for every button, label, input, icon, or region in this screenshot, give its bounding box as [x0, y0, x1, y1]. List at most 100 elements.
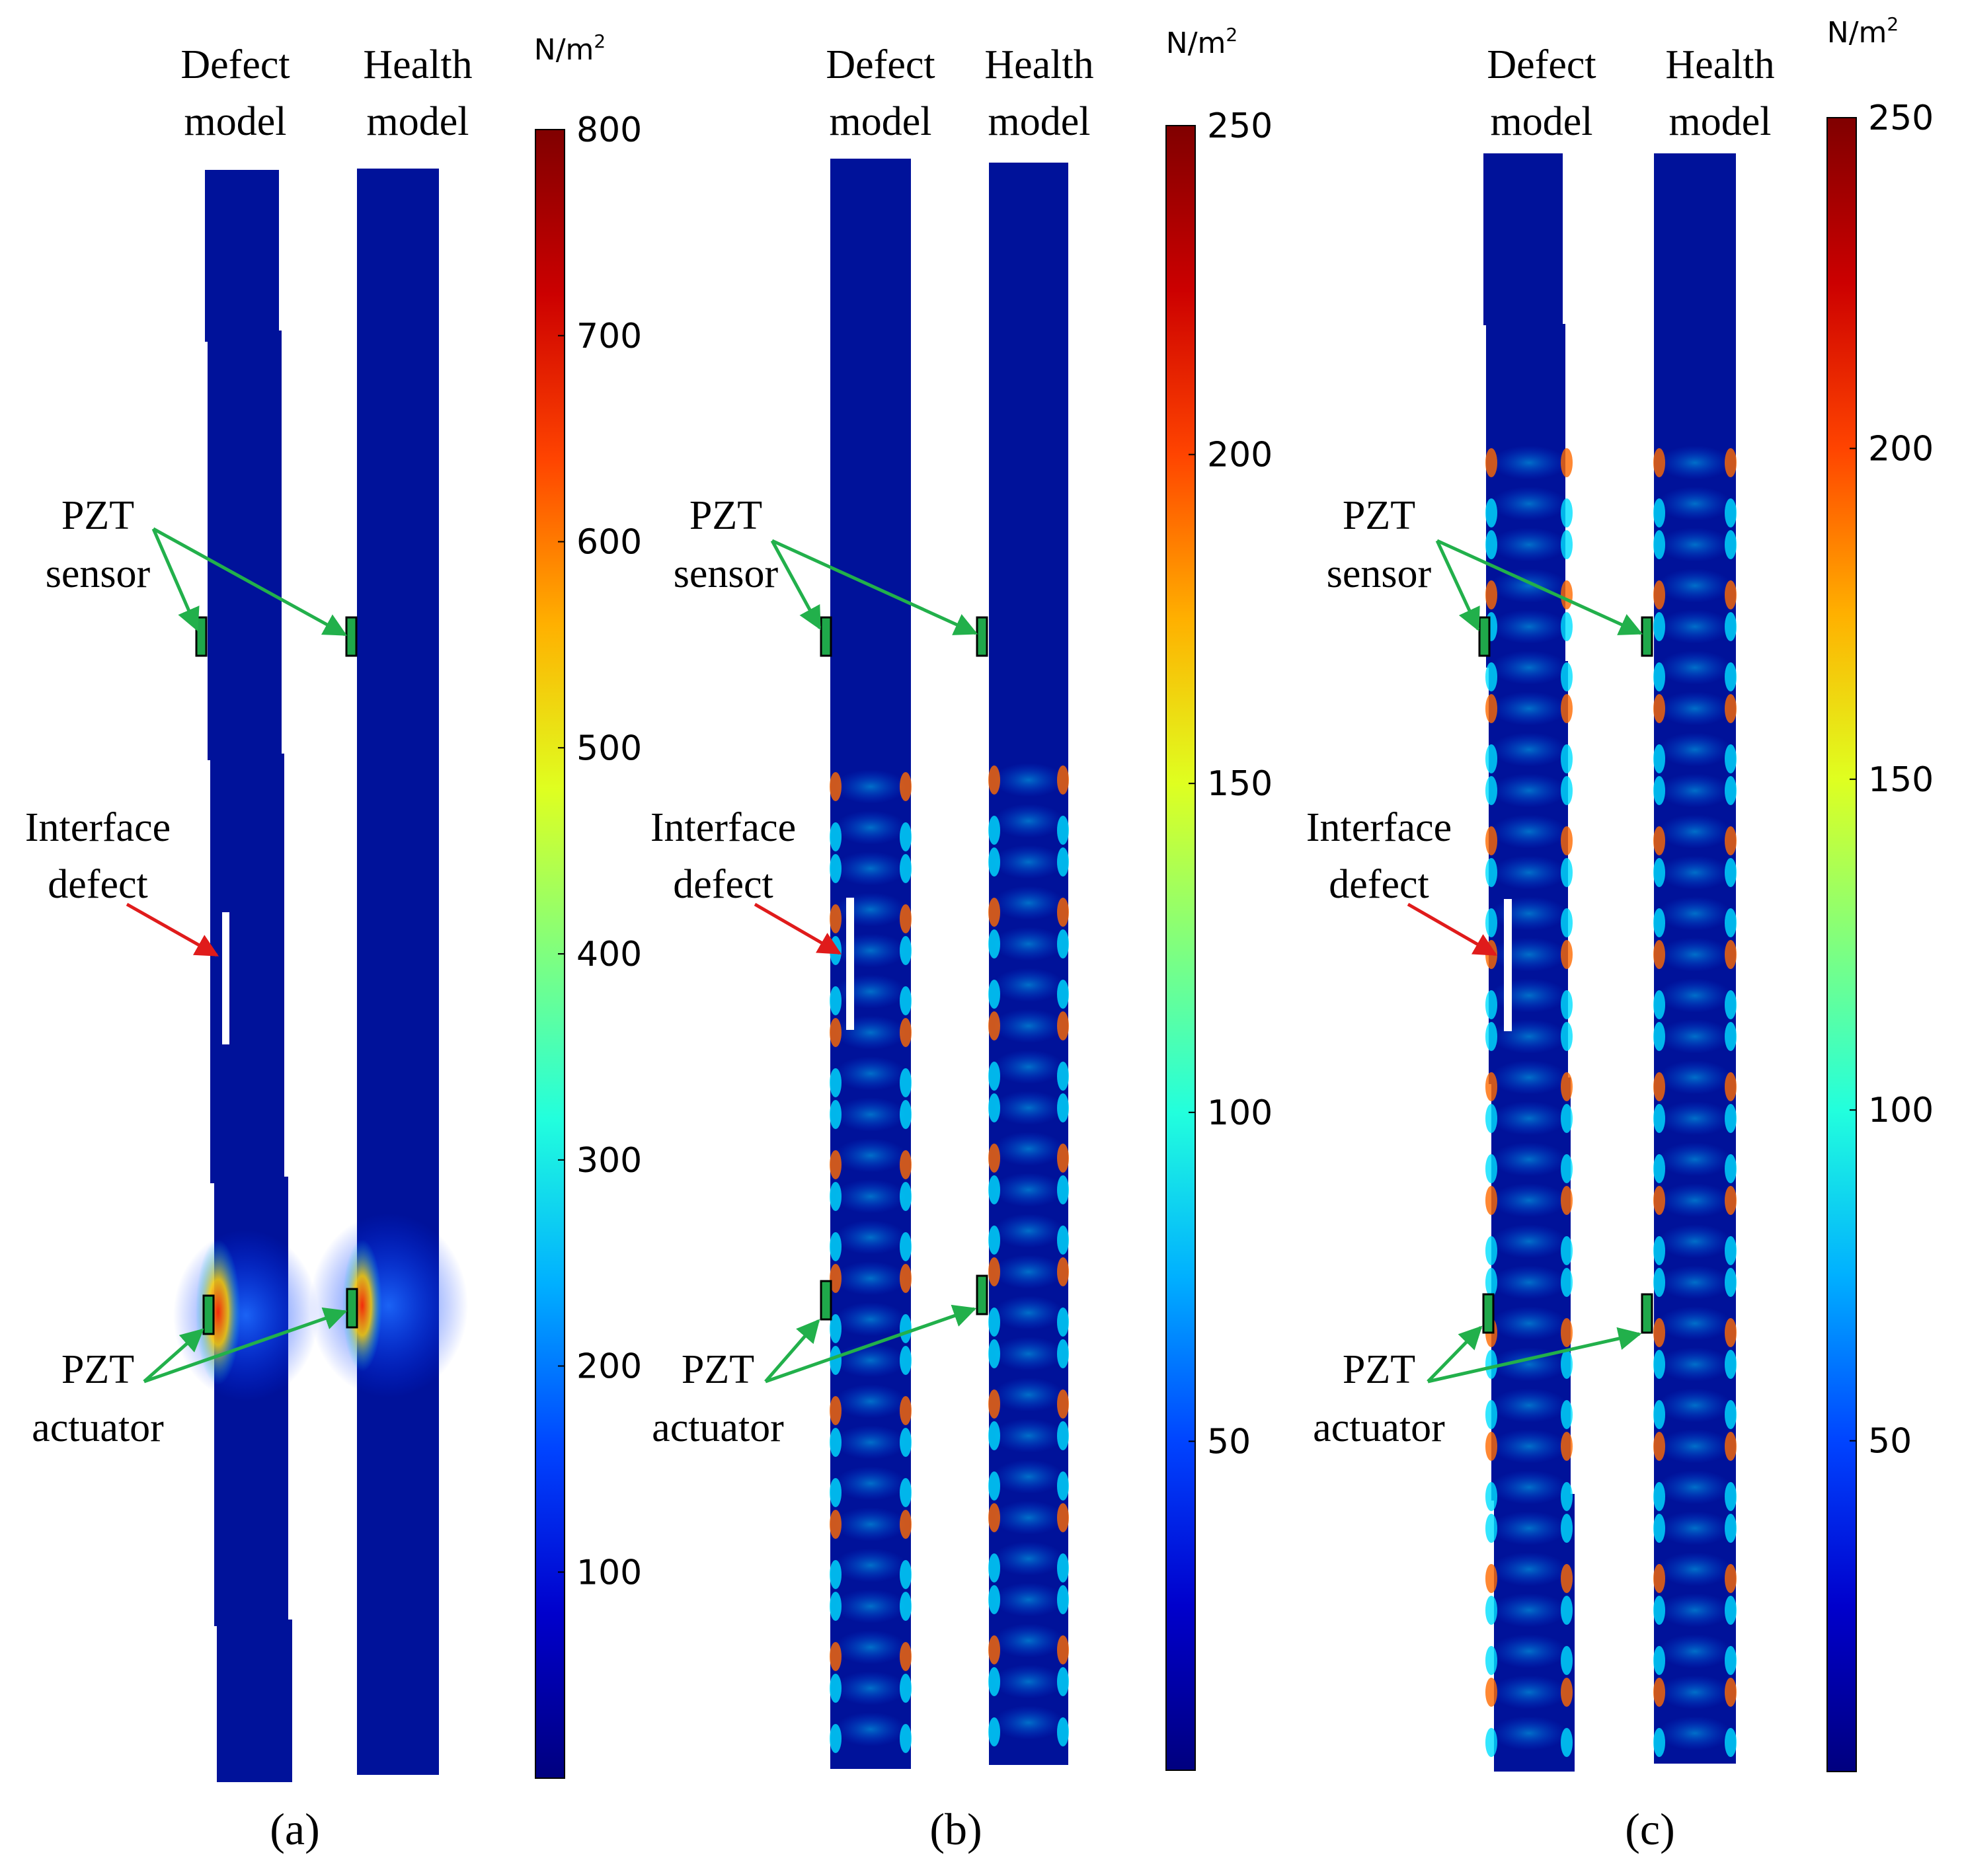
stress-glow: [173, 1230, 319, 1401]
edge-stress-spot: [1725, 1678, 1737, 1707]
stress-band: [1491, 855, 1567, 890]
edge-stress-spot: [1057, 1389, 1069, 1419]
pzt-sensor-defect: [820, 616, 832, 657]
stress-band: [1658, 896, 1732, 931]
edge-stress-spot: [1653, 580, 1665, 609]
stress-band: [993, 1173, 1064, 1207]
pzt-actuator-health: [1641, 1293, 1653, 1334]
stress-band: [1491, 487, 1567, 521]
edge-stress-spot: [988, 1175, 1000, 1204]
edge-stress-spot: [1653, 448, 1665, 477]
edge-stress-spot: [1653, 1400, 1665, 1429]
edge-stress-spot: [1561, 1596, 1573, 1625]
edge-stress-spot: [830, 1724, 842, 1753]
edge-stress-spot: [1485, 1728, 1497, 1757]
stress-band: [834, 1466, 907, 1501]
stress-band: [1491, 732, 1567, 767]
stress-band: [993, 1623, 1064, 1658]
edge-stress-spot: [1653, 990, 1665, 1019]
edge-stress-spot: [900, 1264, 912, 1293]
stress-band: [993, 1009, 1064, 1043]
panel-caption: (b): [929, 1804, 982, 1854]
stress-band: [1491, 1511, 1567, 1545]
colorbar-tick-label: 100: [1868, 1091, 1934, 1130]
edge-stress-spot: [1653, 1514, 1665, 1543]
edge-stress-spot: [830, 1642, 842, 1671]
edge-stress-spot: [1561, 1728, 1573, 1757]
defect-model-label-line2: model: [1491, 99, 1593, 144]
stress-band: [1658, 1101, 1732, 1136]
stress-band: [1491, 896, 1567, 931]
edge-stress-spot: [900, 1724, 912, 1753]
colorbar-tick-label: 800: [576, 110, 642, 150]
edge-stress-spot: [1485, 1186, 1497, 1215]
stress-band: [993, 1378, 1064, 1412]
stress-band: [1491, 1675, 1567, 1709]
stress-band: [834, 1589, 907, 1623]
edge-stress-spot: [1725, 498, 1737, 528]
stress-band: [1491, 937, 1567, 972]
stress-band: [1491, 1716, 1567, 1750]
edge-stress-spot: [830, 904, 842, 933]
edge-stress-spot: [1057, 980, 1069, 1009]
stress-band: [1658, 1306, 1732, 1341]
edge-stress-spot: [988, 1471, 1000, 1501]
stress-band: [1658, 650, 1732, 685]
colorbar-tick-label: 100: [576, 1553, 642, 1592]
edge-stress-spot: [900, 1674, 912, 1703]
pzt-sensor-defect: [1478, 616, 1491, 657]
edge-stress-spot: [1485, 1596, 1497, 1625]
edge-stress-spot: [1725, 694, 1737, 723]
stress-band: [1658, 1675, 1732, 1709]
stress-band: [834, 810, 907, 845]
edge-stress-spot: [1653, 1072, 1665, 1101]
edge-stress-spot: [1057, 1093, 1069, 1122]
edge-stress-spot: [1725, 1072, 1737, 1101]
stress-band: [1491, 691, 1567, 726]
pzt-sensor-label-line2: sensor: [674, 551, 779, 596]
stress-band: [1491, 978, 1567, 1013]
stress-band: [1658, 1470, 1732, 1505]
edge-stress-spot: [988, 765, 1000, 795]
pzt-actuator-health: [346, 1288, 358, 1329]
stress-band: [834, 1671, 907, 1705]
interface-defect-label-line2: defect: [1329, 862, 1429, 907]
health-model-label-line2: model: [367, 99, 469, 144]
colorbar-unit: N/m2: [1827, 13, 1899, 50]
stress-band: [1491, 1593, 1567, 1627]
stress-band: [834, 1015, 907, 1050]
stress-band: [993, 1091, 1064, 1125]
edge-stress-spot: [1485, 908, 1497, 937]
stress-band: [1491, 1060, 1567, 1095]
defect-model-label-line2: model: [184, 99, 287, 144]
pzt-sensor-health: [1641, 616, 1653, 657]
edge-stress-spot: [1057, 1585, 1069, 1614]
edge-stress-spot: [1485, 1350, 1497, 1379]
defect-arrow: [126, 902, 219, 957]
edge-stress-spot: [1653, 530, 1665, 559]
edge-stress-spot: [1057, 847, 1069, 877]
stress-band: [993, 1705, 1064, 1740]
edge-stress-spot: [1653, 1350, 1665, 1379]
stress-band: [834, 1138, 907, 1173]
stress-band: [1491, 1019, 1567, 1054]
actuator-arrow: [765, 1304, 977, 1384]
edge-stress-spot: [1653, 908, 1665, 937]
edge-stress-spot: [1485, 662, 1497, 691]
stress-band: [834, 1302, 907, 1337]
pzt-actuator-defect: [1482, 1293, 1495, 1334]
edge-stress-spot: [1653, 826, 1665, 855]
edge-stress-spot: [1485, 940, 1497, 969]
interface-defect-label-line2: defect: [48, 862, 147, 907]
edge-stress-spot: [1561, 858, 1573, 887]
defect-model-label-line2: model: [830, 99, 932, 144]
edge-stress-spot: [1725, 1646, 1737, 1675]
colorbar-tick-label: 300: [576, 1141, 642, 1181]
stress-band: [834, 1220, 907, 1255]
edge-stress-spot: [1485, 1154, 1497, 1183]
actuator-arrow: [764, 1319, 820, 1383]
pzt-actuator-label-line2: actuator: [652, 1405, 784, 1450]
edge-stress-spot: [1057, 1144, 1069, 1173]
stress-band: [1658, 1388, 1732, 1423]
interface-defect-label-line2: defect: [673, 862, 773, 907]
